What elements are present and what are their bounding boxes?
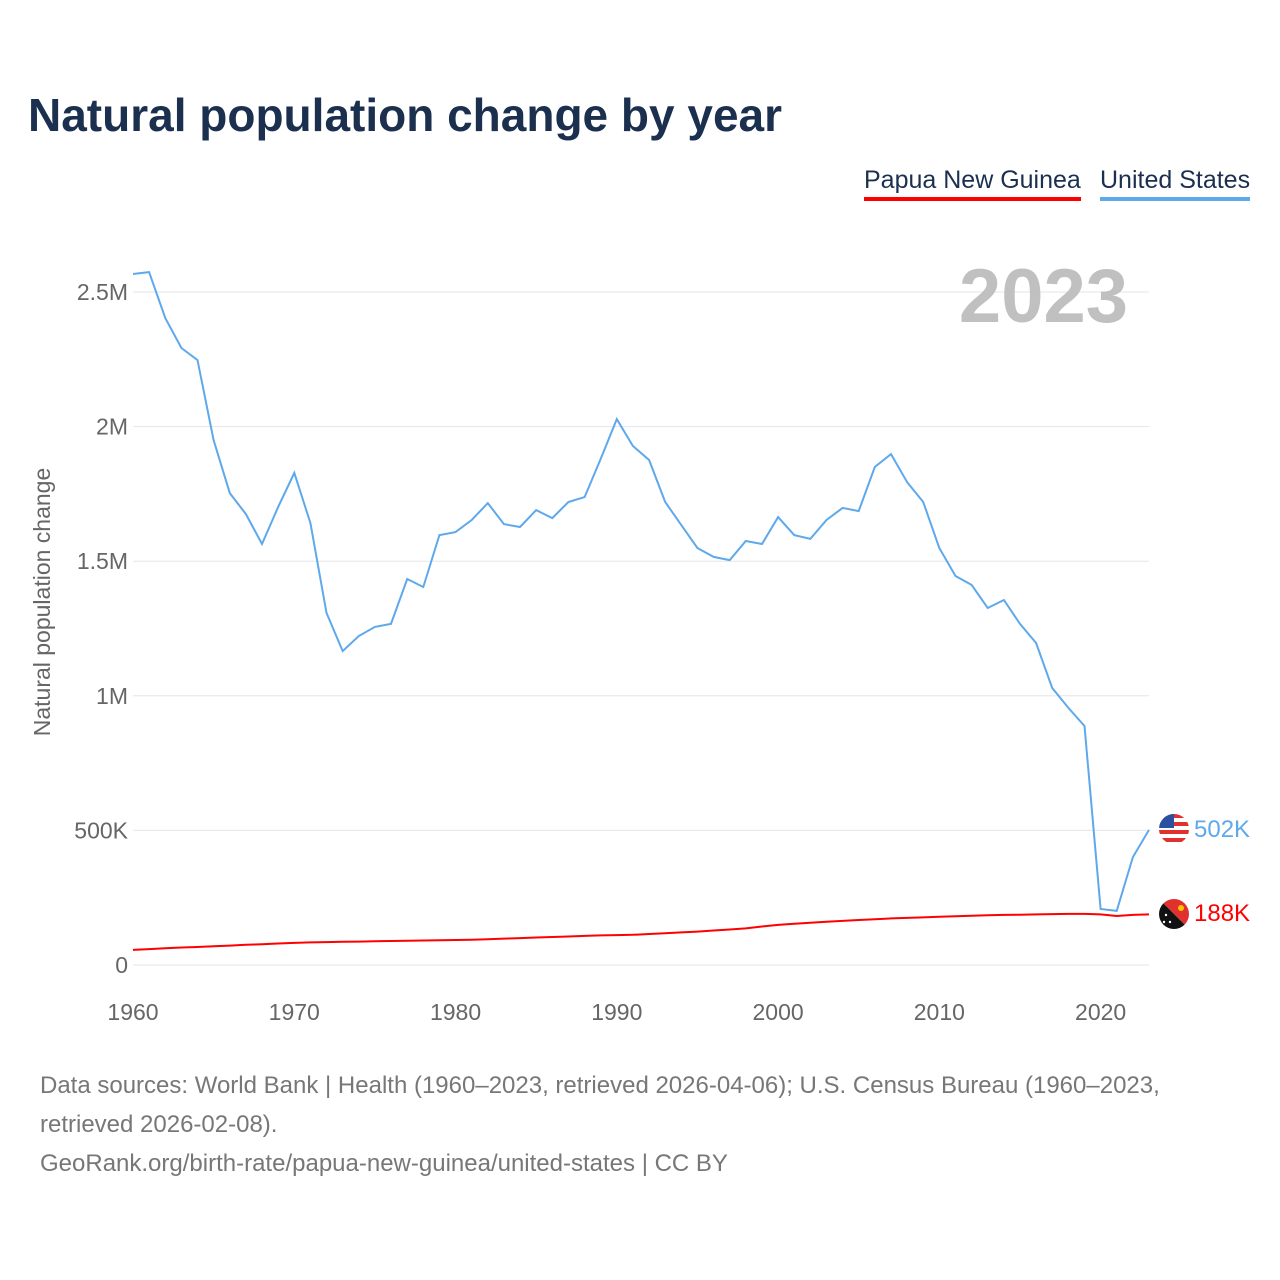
y-tick-label: 1M — [96, 683, 128, 709]
png-flag-icon — [1159, 899, 1189, 929]
y-tick-label: 0 — [115, 952, 128, 978]
x-tick-label: 2000 — [752, 999, 803, 1025]
x-tick-label: 1990 — [591, 999, 642, 1025]
y-tick-label: 2M — [96, 414, 128, 440]
x-tick-label: 1970 — [269, 999, 320, 1025]
year-display: 2023 — [959, 254, 1128, 339]
y-tick-label: 500K — [74, 817, 128, 843]
legend-papua-new-guinea[interactable]: Papua New Guinea — [864, 166, 1081, 201]
data-sources: Data sources: World Bank | Health (1960–… — [40, 1072, 1160, 1138]
x-tick-label: 2020 — [1075, 999, 1126, 1025]
footer: Data sources: World Bank | Health (1960–… — [40, 1066, 1250, 1183]
us-flag-icon — [1159, 814, 1189, 844]
y-axis-label: Natural population change — [29, 468, 55, 737]
series-line-papua-new-guinea — [132, 912, 1150, 951]
legend-united-states[interactable]: United States — [1100, 166, 1251, 201]
x-tick-label: 1980 — [430, 999, 481, 1025]
png-end-label: 188K — [1194, 900, 1250, 927]
source-link[interactable]: GeoRank.org/birth-rate/papua-new-guinea/… — [40, 1150, 728, 1177]
x-tick-label: 2010 — [914, 999, 965, 1025]
y-tick-label: 2.5M — [77, 279, 128, 305]
y-tick-label: 1.5M — [77, 548, 128, 574]
line-chart: 0 500K 1M 1.5M 2M 2.5M 1960 1970 1980 1990 2000 201… — [29, 254, 1250, 1025]
us-end-label: 502K — [1194, 816, 1250, 843]
x-tick-label: 1960 — [107, 999, 158, 1025]
chart-title: Natural population change by year — [28, 89, 783, 141]
series-line-united-states — [132, 271, 1150, 912]
